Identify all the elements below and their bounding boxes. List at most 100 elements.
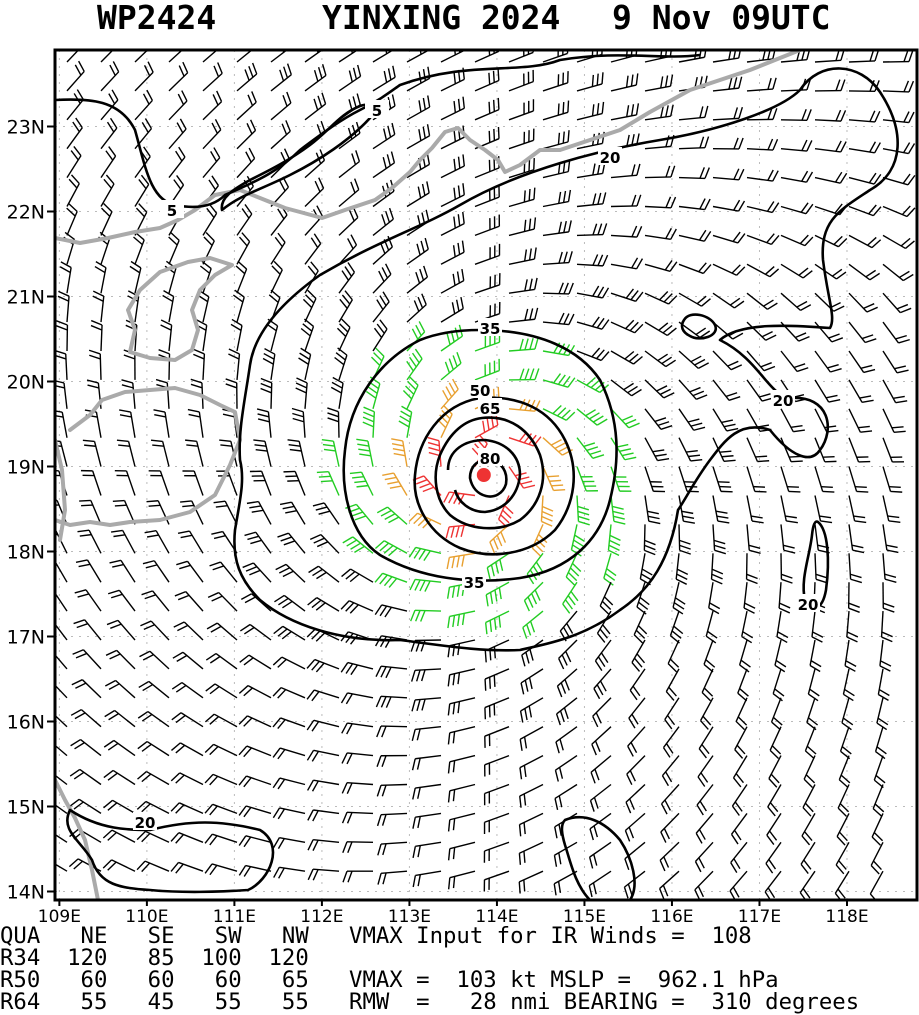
wind-barb (509, 278, 537, 293)
lat-label: 21N (7, 287, 45, 309)
wind-barb (883, 582, 894, 612)
contour-20-main (234, 68, 897, 650)
lat-label: 14N (7, 882, 45, 904)
wind-barb (305, 149, 324, 177)
wind-barb (509, 247, 536, 264)
wind-barb (871, 842, 883, 874)
wind-barb (628, 727, 645, 757)
wind-barb (237, 63, 257, 91)
wind-barb (237, 204, 252, 235)
wind-barb (777, 611, 788, 642)
wind-barb (611, 320, 643, 332)
wind-barb (107, 620, 135, 640)
wind-barb (600, 582, 612, 614)
wind-barb (151, 440, 169, 466)
wind-barb (577, 43, 602, 62)
wind-barb (781, 264, 812, 278)
wind-barb (849, 173, 881, 184)
wind-barb (781, 409, 805, 432)
lat-label: 17N (7, 627, 45, 649)
wind-barb (341, 601, 373, 613)
wind-barb (808, 669, 819, 701)
wind-barb (448, 669, 475, 686)
wind-barb (142, 591, 169, 611)
info-row-r64: R64 55 45 55 55 RMW = 28 nmi BEARING = 3… (0, 991, 859, 1013)
lon-label: 118E (825, 907, 868, 927)
wind-barb (203, 148, 220, 178)
wind-barb (208, 593, 237, 612)
wind-barb (188, 410, 203, 438)
wind-barb (81, 471, 101, 496)
wind-barb (271, 233, 285, 264)
wind-barb (339, 263, 354, 294)
wind-barb (307, 720, 339, 731)
wind-barb (765, 871, 781, 901)
wind-barb (376, 666, 407, 678)
wind-barb (815, 110, 846, 121)
wind-barb (274, 838, 305, 849)
wind-barb (577, 467, 598, 491)
wind-barb (377, 785, 407, 797)
wind-barb (611, 44, 637, 62)
wind-barb (608, 524, 620, 555)
contour-label: 5 (167, 202, 177, 220)
wind-barb (169, 147, 185, 177)
wind-barb (577, 409, 607, 425)
wind-barb (679, 409, 705, 430)
wind-barb (839, 756, 850, 788)
wind-barb (645, 496, 660, 524)
wind-barb (713, 107, 742, 120)
wind-barb (698, 756, 713, 787)
wind-barb (849, 351, 875, 372)
wind-barb (577, 255, 608, 266)
wind-barb (645, 351, 676, 367)
wind-barb (666, 669, 679, 701)
wind-barb (475, 98, 499, 120)
wind-barb (872, 813, 883, 845)
wind-barb (883, 524, 898, 552)
wind-barb (101, 175, 114, 206)
wind-barb (378, 813, 407, 825)
wind-barb (849, 322, 876, 342)
wind-barb (779, 582, 790, 613)
wind-barb (376, 696, 407, 707)
lat-label: 20N (7, 372, 45, 394)
wind-barb (39, 649, 67, 669)
wind-barb (205, 744, 237, 755)
wind-barb (597, 611, 611, 642)
wind-barb (83, 440, 101, 466)
wind-barb (702, 669, 713, 701)
wind-barb (137, 801, 169, 813)
wind-barb (660, 842, 679, 871)
wind-barb (747, 139, 778, 150)
wind-barb (577, 72, 603, 91)
wind-barb (627, 756, 645, 785)
wind-barb (736, 698, 747, 730)
wind-barb (679, 496, 695, 524)
storm-info-panel: QUA NE SE SW NW VMAX Input for IR Winds … (0, 925, 919, 1014)
wind-barb (305, 178, 324, 207)
wind-barb (51, 410, 67, 437)
wind-barb (767, 813, 781, 844)
wind-barb (815, 264, 846, 279)
wind-barb (441, 379, 458, 409)
wind-barb (67, 61, 84, 91)
wind-barb (475, 69, 499, 91)
wind-barb (679, 293, 710, 306)
wind-barb (731, 842, 747, 872)
wind-barb (169, 34, 188, 62)
wind-barb (307, 690, 339, 701)
contour-label: 65 (480, 400, 501, 418)
wind-barb (845, 640, 856, 671)
info-row-r50: R50 60 60 60 65 VMAX = 103 kt MSLP = 962… (0, 969, 779, 991)
wind-barb (543, 101, 569, 120)
wind-barb (629, 698, 645, 728)
wind-barb (849, 496, 866, 523)
wind-barb (301, 319, 313, 351)
wind-barb (747, 234, 779, 245)
wind-barb (645, 380, 674, 398)
wind-barb (630, 669, 645, 700)
info-row-quadrants: QUA NE SE SW NW VMAX Input for IR Winds … (0, 925, 752, 947)
wind-barb (375, 573, 407, 587)
wind-barb (206, 654, 237, 669)
